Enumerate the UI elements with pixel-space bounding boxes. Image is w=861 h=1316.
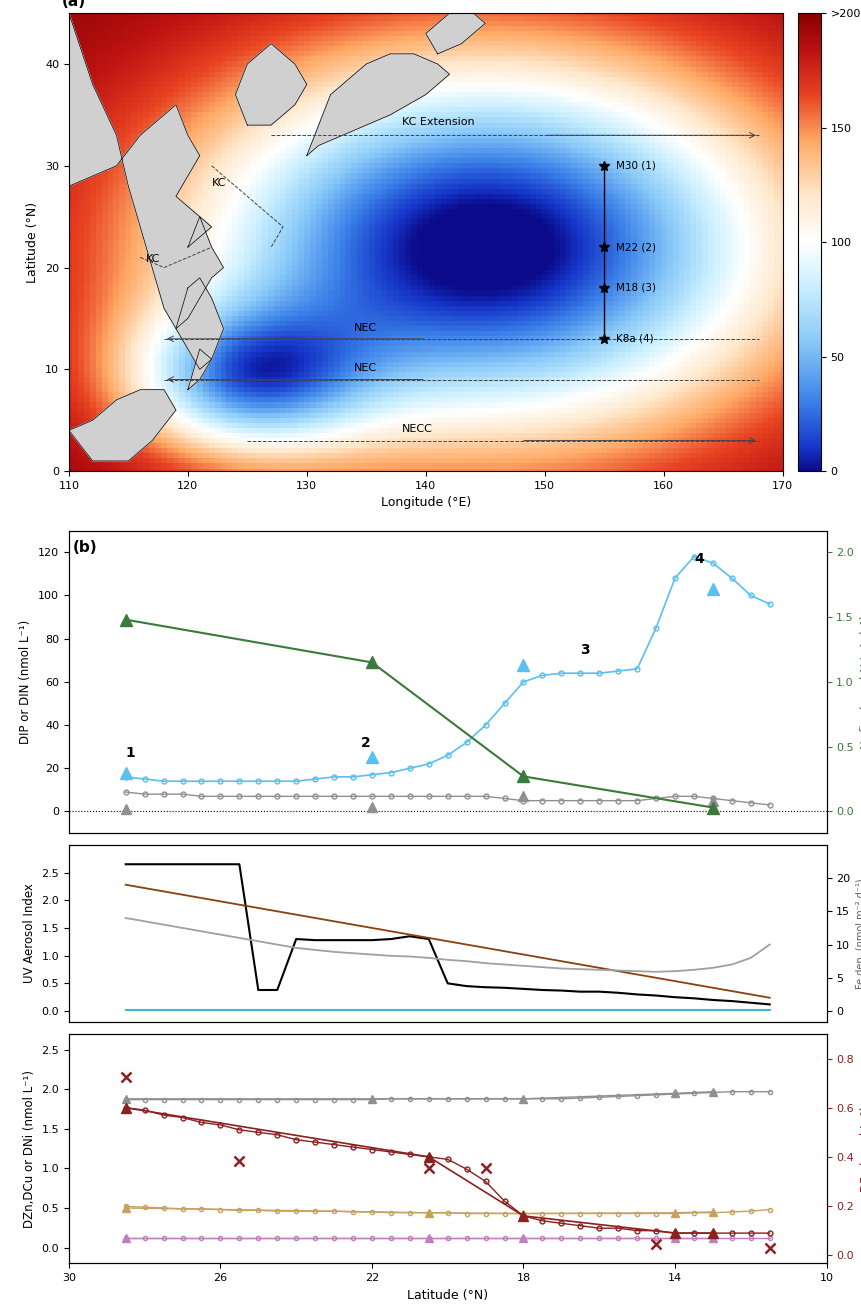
Polygon shape [69, 390, 176, 461]
Text: M18 (3): M18 (3) [616, 283, 656, 293]
Text: NECC: NECC [402, 425, 433, 434]
Text: NEC: NEC [355, 363, 377, 374]
Polygon shape [176, 278, 224, 370]
Text: 2: 2 [361, 736, 370, 750]
Polygon shape [425, 13, 486, 54]
X-axis label: Latitude (°N): Latitude (°N) [407, 1288, 488, 1302]
Text: NEC: NEC [355, 322, 377, 333]
Text: (b): (b) [72, 540, 97, 555]
Y-axis label: DFe (nmol L⁻¹): DFe (nmol L⁻¹) [859, 1105, 861, 1192]
Text: KC: KC [212, 178, 226, 188]
Y-axis label: Latitude (°N): Latitude (°N) [27, 201, 40, 283]
Text: 4: 4 [694, 551, 703, 566]
Y-axis label: UV Aerosol Index: UV Aerosol Index [23, 883, 36, 983]
Y-axis label: N₂ fix. (nmol N L⁻¹ d⁻¹): N₂ fix. (nmol N L⁻¹ d⁻¹) [859, 615, 861, 749]
Text: M22 (2): M22 (2) [616, 242, 656, 253]
X-axis label: Longitude (°E): Longitude (°E) [381, 496, 471, 509]
Y-axis label: DZn,DCu or DNi (nmol L⁻¹): DZn,DCu or DNi (nmol L⁻¹) [23, 1070, 36, 1228]
Polygon shape [188, 349, 212, 390]
Polygon shape [307, 54, 449, 155]
Text: KC Extension: KC Extension [402, 117, 474, 128]
Text: 1: 1 [126, 746, 135, 761]
Polygon shape [188, 217, 212, 247]
Text: M30 (1): M30 (1) [616, 161, 656, 171]
Text: KC: KC [146, 254, 160, 265]
Polygon shape [235, 43, 307, 125]
Text: K8a (4): K8a (4) [616, 334, 653, 343]
Text: 3: 3 [580, 642, 590, 657]
Text: (a): (a) [62, 0, 86, 9]
Y-axis label: DIP or DIN (nmol L⁻¹): DIP or DIN (nmol L⁻¹) [20, 620, 33, 744]
Polygon shape [69, 13, 224, 329]
Y-axis label: Fe dep. (nmol m⁻² d⁻¹)
Fixed N dep. (μmol m⁻² d⁻¹)
DIP*16 dep. (μmol m⁻² d⁻¹): Fe dep. (nmol m⁻² d⁻¹) Fixed N dep. (μmo… [856, 866, 861, 1001]
